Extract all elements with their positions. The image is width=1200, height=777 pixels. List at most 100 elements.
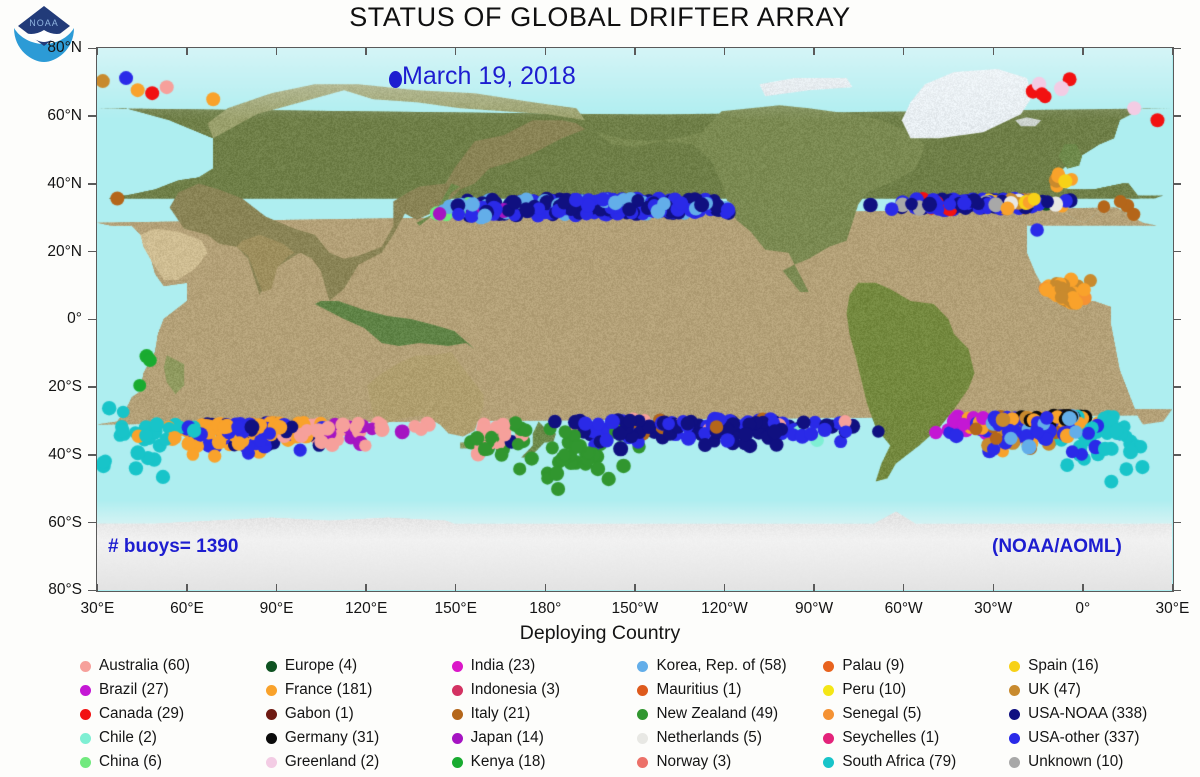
legend-column: Korea, Rep. of (58) Mauritius (1) New Zeal…	[637, 654, 823, 774]
legend-item-korea-rep-of[interactable]: Korea, Rep. of (58)	[637, 654, 823, 678]
x-axis-label: 120°W	[701, 600, 748, 618]
legend-item-usa-noaa[interactable]: USA-NOAA (338)	[1009, 702, 1195, 726]
x-axis-tick	[276, 584, 277, 592]
y-axis-tick	[1173, 454, 1181, 455]
legend-swatch-icon	[637, 685, 648, 696]
buoy-count-label: # buoys= 1390	[108, 536, 238, 558]
legend-item-china[interactable]: China (6)	[80, 750, 266, 774]
legend-swatch-icon	[823, 661, 834, 672]
legend-swatch-icon	[1009, 733, 1020, 744]
x-axis-label: 90°W	[795, 600, 833, 618]
y-axis-tick	[1173, 48, 1181, 49]
legend-swatch-icon	[1009, 709, 1020, 720]
x-axis-label: 60°E	[170, 600, 204, 618]
legend-item-label: Senegal (5)	[842, 705, 921, 723]
y-axis-tick	[1173, 590, 1181, 591]
x-axis-tick	[186, 584, 187, 592]
legend-item-label: Indonesia (3)	[471, 681, 560, 699]
legend-item-seychelles[interactable]: Seychelles (1)	[823, 726, 1009, 750]
legend-swatch-icon	[452, 661, 463, 672]
y-axis-label: 20°N	[0, 243, 82, 261]
legend-item-new-zealand[interactable]: New Zealand (49)	[637, 702, 823, 726]
legend-item-greenland[interactable]: Greenland (2)	[266, 750, 452, 774]
legend-swatch-icon	[266, 685, 277, 696]
x-axis-tick	[903, 47, 904, 55]
x-axis-tick	[993, 584, 994, 592]
legend-item-australia[interactable]: Australia (60)	[80, 654, 266, 678]
legend-item-spain[interactable]: Spain (16)	[1009, 654, 1195, 678]
y-axis-label: 60°S	[0, 514, 82, 532]
x-axis-tick	[1082, 47, 1083, 55]
legend-item-europe[interactable]: Europe (4)	[266, 654, 452, 678]
legend-item-uk[interactable]: UK (47)	[1009, 678, 1195, 702]
legend-item-italy[interactable]: Italy (21)	[452, 702, 638, 726]
x-axis-tick	[903, 584, 904, 592]
legend-swatch-icon	[452, 757, 463, 768]
legend-item-label: Germany (31)	[285, 729, 379, 747]
y-axis-tick	[1173, 251, 1181, 252]
x-axis-tick	[545, 47, 546, 55]
legend-item-gabon[interactable]: Gabon (1)	[266, 702, 452, 726]
legend-item-france[interactable]: France (181)	[266, 678, 452, 702]
legend-item-japan[interactable]: Japan (14)	[452, 726, 638, 750]
legend-item-label: USA-NOAA (338)	[1028, 705, 1147, 723]
legend-swatch-icon	[266, 709, 277, 720]
x-axis-tick	[724, 584, 725, 592]
y-axis-tick	[1173, 115, 1181, 116]
drifter-scatter-layer	[97, 48, 1172, 590]
legend-swatch-icon	[80, 757, 91, 768]
legend-item-label: South Africa (79)	[842, 753, 956, 771]
legend-item-canada[interactable]: Canada (29)	[80, 702, 266, 726]
y-axis-label: 40°S	[0, 446, 82, 464]
x-axis-tick	[813, 47, 814, 55]
legend-swatch-icon	[637, 661, 648, 672]
x-axis-tick	[276, 47, 277, 55]
x-axis-tick	[455, 47, 456, 55]
x-axis-label: 90°E	[260, 600, 294, 618]
legend-item-mauritius[interactable]: Mauritius (1)	[637, 678, 823, 702]
x-axis-tick	[365, 47, 366, 55]
legend-item-palau[interactable]: Palau (9)	[823, 654, 1009, 678]
x-axis-label: 30°E	[1156, 600, 1190, 618]
y-axis-label: 20°S	[0, 378, 82, 396]
y-axis-tick	[88, 183, 96, 184]
legend-swatch-icon	[80, 685, 91, 696]
legend-item-label: Italy (21)	[471, 705, 531, 723]
y-axis-tick	[1173, 522, 1181, 523]
legend-item-chile[interactable]: Chile (2)	[80, 726, 266, 750]
page-title: STATUS OF GLOBAL DRIFTER ARRAY	[0, 2, 1200, 33]
legend-item-usa-other[interactable]: USA-other (337)	[1009, 726, 1195, 750]
legend-swatch-icon	[266, 733, 277, 744]
legend-swatch-icon	[1009, 757, 1020, 768]
legend-item-south-africa[interactable]: South Africa (79)	[823, 750, 1009, 774]
legend-swatch-icon	[80, 709, 91, 720]
legend-item-label: USA-other (337)	[1028, 729, 1139, 747]
map-plot-area	[96, 47, 1174, 592]
legend-item-label: Seychelles (1)	[842, 729, 939, 747]
legend-item-norway[interactable]: Norway (3)	[637, 750, 823, 774]
x-axis-tick	[97, 584, 98, 592]
legend: Australia (60) Brazil (27) Canada (29) Chil…	[80, 654, 1195, 774]
legend-item-label: UK (47)	[1028, 681, 1081, 699]
legend-item-senegal[interactable]: Senegal (5)	[823, 702, 1009, 726]
legend-item-label: Mauritius (1)	[656, 681, 741, 699]
legend-item-label: Unknown (10)	[1028, 753, 1123, 771]
legend-item-germany[interactable]: Germany (31)	[266, 726, 452, 750]
legend-swatch-icon	[823, 709, 834, 720]
legend-item-label: Canada (29)	[99, 705, 184, 723]
legend-item-label: Europe (4)	[285, 657, 357, 675]
legend-item-netherlands[interactable]: Netherlands (5)	[637, 726, 823, 750]
legend-item-unknown[interactable]: Unknown (10)	[1009, 750, 1195, 774]
legend-item-india[interactable]: India (23)	[452, 654, 638, 678]
legend-item-brazil[interactable]: Brazil (27)	[80, 678, 266, 702]
legend-item-kenya[interactable]: Kenya (18)	[452, 750, 638, 774]
legend-item-label: Japan (14)	[471, 729, 544, 747]
legend-item-indonesia[interactable]: Indonesia (3)	[452, 678, 638, 702]
legend-swatch-icon	[637, 733, 648, 744]
legend-swatch-icon	[637, 757, 648, 768]
x-axis-tick	[365, 584, 366, 592]
x-axis-label: 30°W	[974, 600, 1012, 618]
date-label: March 19, 2018	[402, 62, 576, 91]
legend-item-label: Peru (10)	[842, 681, 906, 699]
legend-item-peru[interactable]: Peru (10)	[823, 678, 1009, 702]
